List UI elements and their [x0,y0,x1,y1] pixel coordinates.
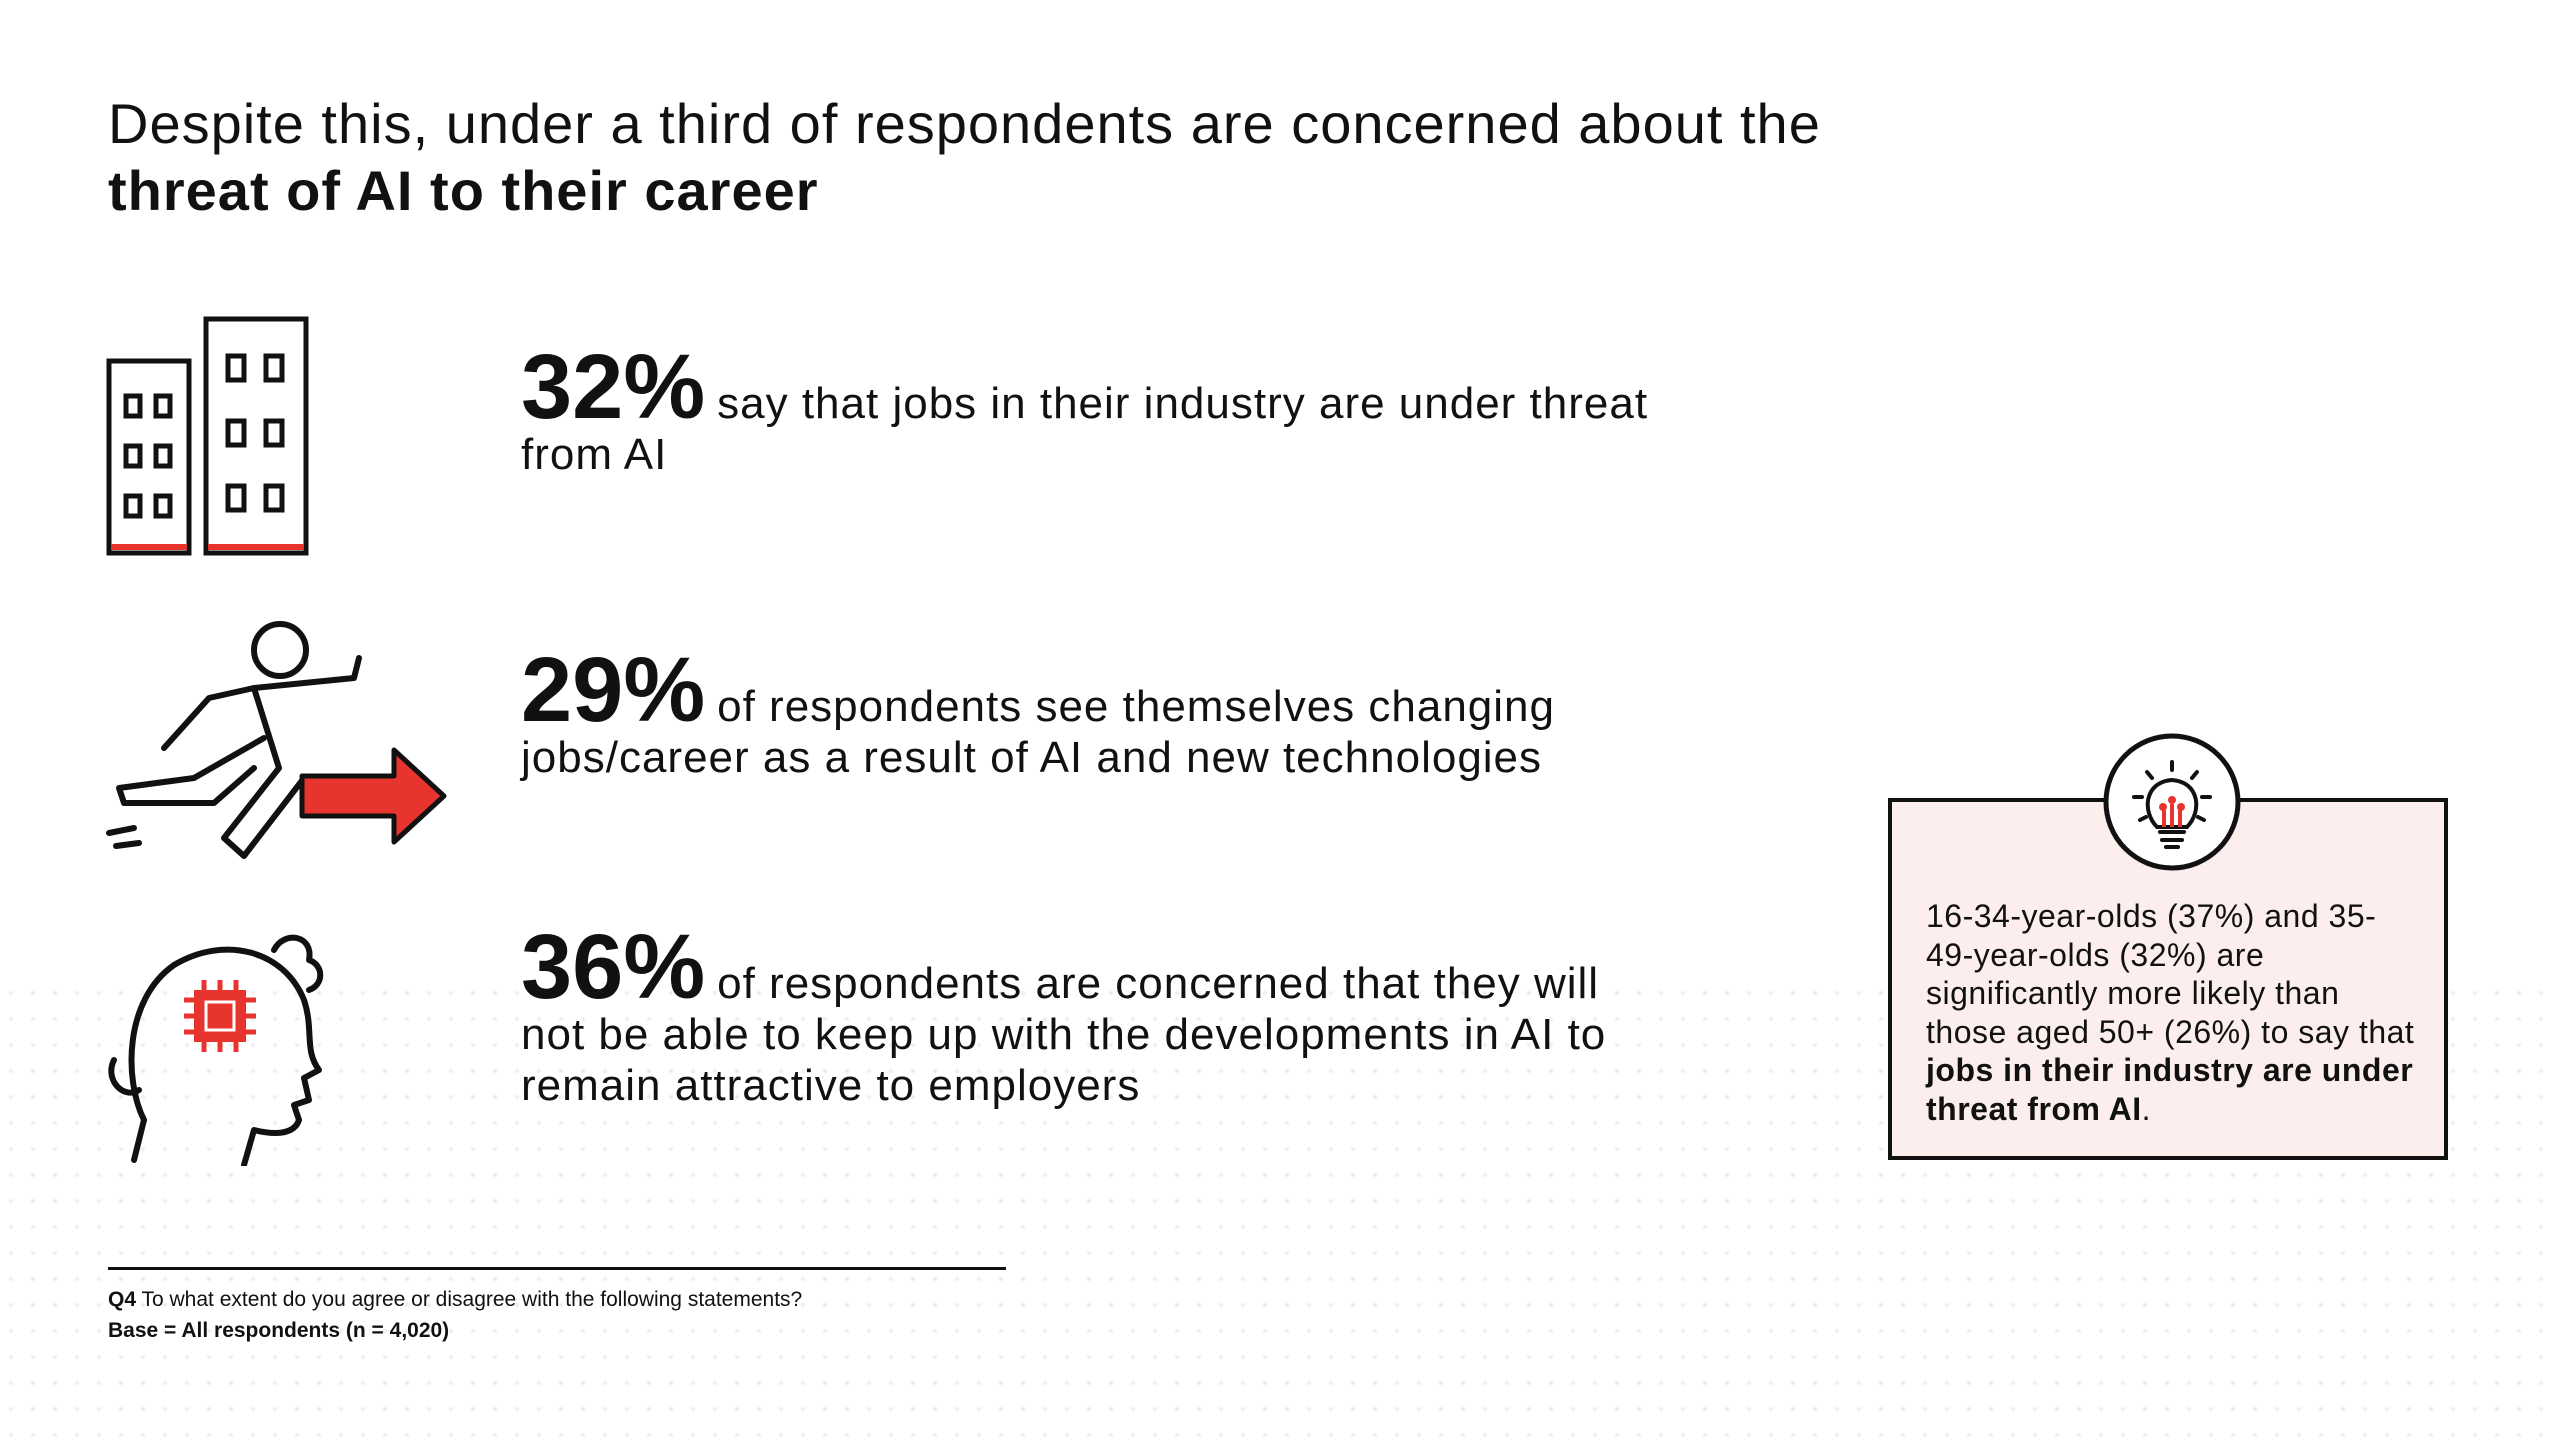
callout-lead: 16-34-year-olds (37%) and 35-49-year-old… [1926,898,2415,1050]
runner-icon [106,621,447,859]
stat-text: say that jobs in their industry are unde… [521,379,1649,479]
stat-figure: 36% [521,916,706,1018]
stat: 32% say that jobs in their industry are u… [521,341,1671,480]
stat: 29% of respondents see themselves changin… [521,644,1671,783]
buildings-icon [106,316,309,556]
headline: Despite this, under a third of responden… [108,90,1908,224]
head-chip-icon [108,934,324,1166]
stat-text: of respondents are concerned that they w… [521,959,1607,1110]
stat-figure: 29% [521,639,706,741]
footnote: Q4 To what extent do you agree or disagr… [108,1267,1006,1346]
footnote-base: Base = All respondents (n = 4,020) [108,1319,450,1342]
headline-lead: Despite this, under a third of responden… [108,92,1821,155]
stat-figure: 32% [521,336,706,438]
stat: 36% of respondents are concerned that the… [521,921,1671,1111]
stat-text: of respondents see themselves changing j… [521,682,1555,782]
headline-emphasis: threat of AI to their career [108,159,819,222]
callout-tail: . [2141,1090,2151,1127]
footnote-question: Q4 To what extent do you agree or disagr… [108,1284,1006,1315]
question-id: Q4 [108,1288,137,1311]
callout-text: 16-34-year-olds (37%) and 35-49-year-old… [1926,897,2416,1128]
lightbulb-icon [2103,733,2241,871]
question-text: To what extent do you agree or disagree … [141,1288,803,1311]
callout-emphasis: jobs in their industry are under threat … [1926,1052,2414,1127]
